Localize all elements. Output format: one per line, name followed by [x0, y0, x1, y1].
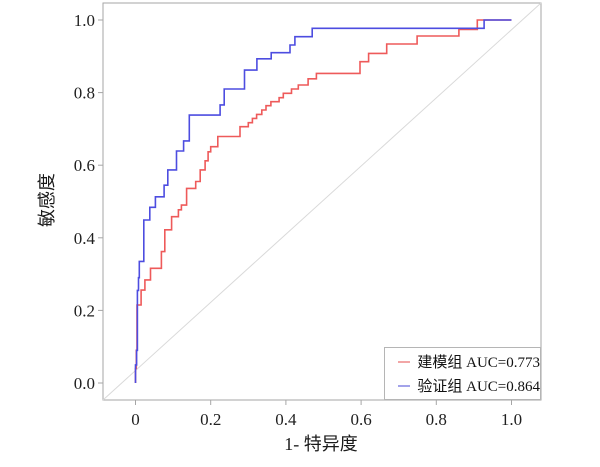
legend: 建模组 AUC=0.773 验证组 AUC=0.864	[384, 347, 541, 400]
diagonal-reference-line	[102, 2, 542, 401]
x-axis-title: 1- 特异度	[284, 434, 358, 454]
y-tick-label: 0.2	[74, 301, 95, 320]
legend-line-swatch-red	[398, 360, 411, 363]
roc-curve-modeling-group	[134, 19, 512, 383]
legend-label-validation-group: 验证组 AUC=0.864	[417, 379, 540, 395]
legend-label-modeling-group: 建模组 AUC=0.773	[417, 355, 540, 371]
y-tick-label: 0.8	[74, 84, 95, 103]
legend-item-modeling-group: 建模组 AUC=0.773	[398, 351, 540, 372]
y-tick-label: 0.0	[74, 374, 95, 393]
y-tick-label: 0.6	[74, 156, 95, 175]
x-tick-label: 0.2	[200, 410, 221, 429]
roc-curve-validation-group	[134, 19, 512, 383]
plot-border	[102, 2, 542, 401]
y-axis-title: 敏感度	[37, 173, 57, 227]
x-tick-label: 0.4	[275, 410, 297, 429]
x-tick-label: 0	[131, 410, 140, 429]
x-tick-label: 1.0	[501, 410, 522, 429]
legend-line-swatch-blue	[398, 384, 411, 387]
y-tick-label: 1.0	[74, 11, 95, 30]
y-tick-label: 0.4	[74, 229, 96, 248]
x-tick-label: 0.6	[350, 410, 371, 429]
legend-item-validation-group: 验证组 AUC=0.864	[398, 375, 540, 396]
x-tick-label: 0.8	[426, 410, 447, 429]
